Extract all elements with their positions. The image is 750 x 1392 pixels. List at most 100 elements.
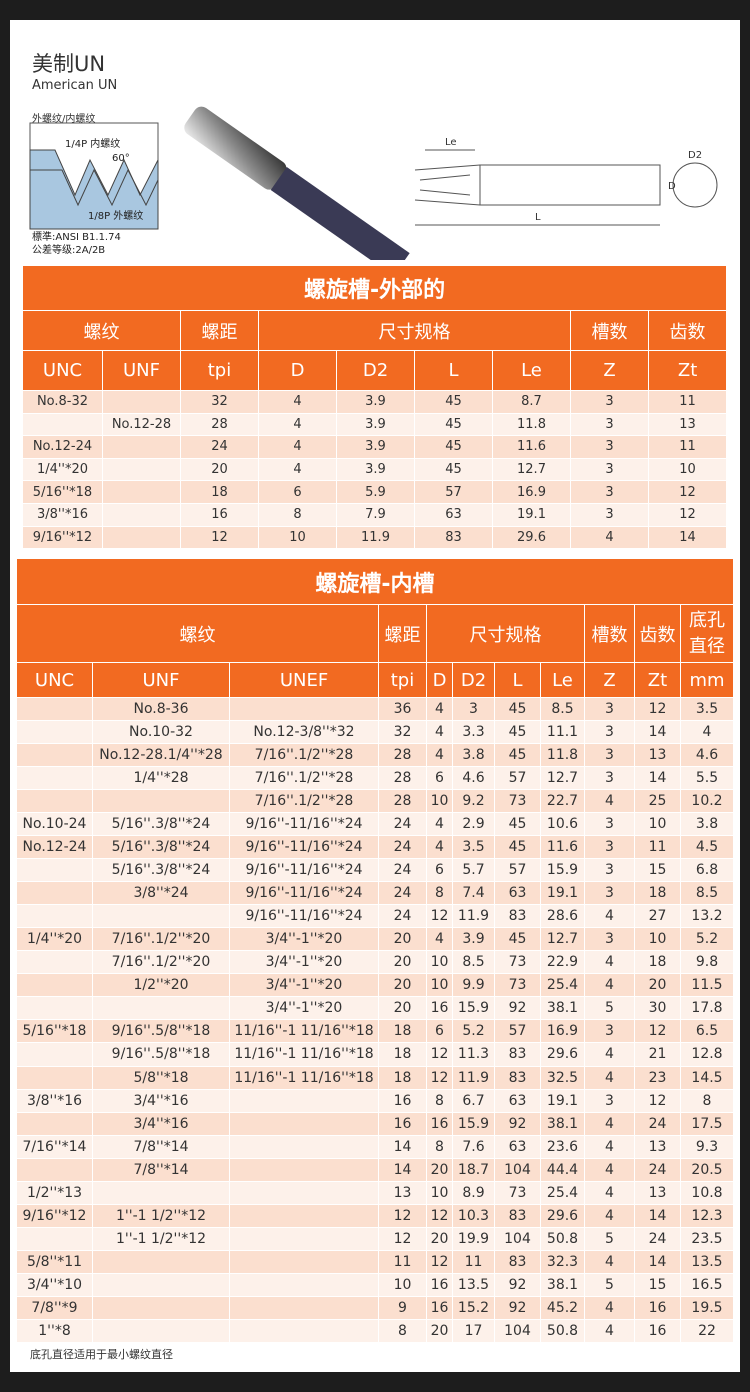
cell: 4 (570, 525, 649, 550)
cell: 14 (647, 525, 728, 550)
cell: 44.4 (540, 1157, 585, 1182)
column-header: D2 (336, 350, 415, 391)
cell: 13 (634, 1180, 681, 1205)
cell: 5 (584, 1272, 635, 1297)
cell: 29.6 (492, 525, 571, 550)
column-header: L (414, 350, 493, 391)
cell (22, 412, 103, 437)
cell: 20 (426, 1318, 453, 1343)
cell (102, 525, 181, 550)
data-row: 5/16''*18 18 6 5.9 57 16.9 3 12 (22, 480, 728, 504)
cell (92, 1295, 230, 1320)
cell: 14 (378, 1157, 427, 1182)
data-row: 3/8''*16 3/4''*16 16 8 6.7 63 19.1 3 12 8 (16, 1088, 734, 1113)
cell (92, 1318, 230, 1343)
cell: 29.6 (540, 1203, 585, 1228)
diagram-label: 1/4P 内螺纹 (65, 137, 120, 150)
cell: 7/16''.1/2''*28 (229, 766, 379, 791)
cell: 4 (584, 789, 635, 814)
cell: 92 (494, 1272, 541, 1297)
cell: 23.5 (680, 1226, 734, 1251)
cell: 18 (378, 1019, 427, 1044)
column-header: Zt (634, 662, 681, 698)
cell: 18 (180, 480, 259, 504)
group-header: 尺寸规格 (426, 604, 585, 663)
data-row: No.12-24 5/16''.3/8''*24 9/16''-11/16''*24… (16, 835, 734, 860)
cell: 104 (494, 1157, 541, 1182)
cell: 24 (378, 835, 427, 860)
cell: 22.7 (540, 789, 585, 814)
cell: 4 (584, 1203, 635, 1228)
cell: 5/16''*18 (22, 480, 103, 504)
cell: 9/16''*12 (16, 1203, 93, 1228)
cell: 104 (494, 1318, 541, 1343)
cell: 10 (647, 457, 728, 482)
title: 美制UN (32, 52, 106, 76)
cell: 12 (426, 1042, 453, 1067)
data-row: 5/8''*18 11/16''-1 11/16''*18 18 12 11.9 83 32… (16, 1065, 734, 1090)
cell: No.12-28.1/4''*28 (92, 743, 230, 768)
cell: 9/16''*12 (22, 525, 103, 550)
cell: 24 (634, 1157, 681, 1182)
cell: 5/8''*11 (16, 1249, 93, 1274)
cell: 50.8 (540, 1318, 585, 1343)
cell: 11.9 (452, 1065, 495, 1090)
column-header: UNC (16, 662, 93, 698)
cell: 15.9 (452, 1111, 495, 1136)
cell: 1''-1 1/2''*12 (92, 1226, 230, 1251)
cell: 73 (494, 1180, 541, 1205)
cell: 13.5 (680, 1249, 734, 1274)
cell: 11 (452, 1249, 495, 1274)
cell: 28.6 (540, 904, 585, 929)
cell: 3/4''-1''*20 (229, 973, 379, 998)
cell: 16 (426, 1111, 453, 1136)
cell: 4.6 (452, 766, 495, 791)
data-row: 9/16''.5/8''*18 11/16''-1 11/16''*18 18 12 1… (16, 1042, 734, 1067)
cell: 92 (494, 1295, 541, 1320)
group-header: 底孔直径 (680, 604, 734, 663)
column-header-row: UNC UNF UNEF tpi D D2 L Le Z Zt mm (16, 662, 734, 698)
cell: 6 (426, 858, 453, 883)
group-header: 螺距 (180, 310, 259, 351)
cell: 3 (570, 390, 649, 414)
cell: 50.8 (540, 1226, 585, 1251)
cell (92, 1272, 230, 1297)
cell: 3.9 (336, 412, 415, 437)
cell: 16 (634, 1318, 681, 1343)
cell: 4 (426, 835, 453, 860)
cell: 5.5 (680, 766, 734, 791)
cell: 14 (634, 1249, 681, 1274)
drawing-label: L (535, 212, 541, 223)
cell (16, 996, 93, 1021)
cell: 16 (634, 1295, 681, 1320)
column-header: D (426, 662, 453, 698)
cell: 8.5 (680, 881, 734, 906)
cell: 5/16''*18 (16, 1019, 93, 1044)
column-header: L (494, 662, 541, 698)
cell: 16.9 (492, 480, 571, 504)
cell: 4 (258, 457, 337, 482)
cell (229, 1180, 379, 1205)
group-header: 槽数 (570, 310, 649, 351)
cell: 12 (647, 480, 728, 504)
data-row: 1/2''*20 3/4''-1''*20 20 10 9.9 73 25.4 4 20 11.5 (16, 973, 734, 998)
cell: 57 (414, 480, 493, 504)
column-header: UNF (92, 662, 230, 698)
cell: 7/8''*9 (16, 1295, 93, 1320)
cell (102, 457, 181, 482)
data-row: No.12-24 24 4 3.9 45 11.6 3 11 (22, 435, 728, 459)
cell: 4 (258, 390, 337, 414)
cell (16, 743, 93, 768)
cell: 5.9 (336, 480, 415, 504)
cell: 1/2''*20 (92, 973, 230, 998)
cell: 28 (378, 766, 427, 791)
cell: No.10-24 (16, 812, 93, 837)
cell: 16 (378, 1088, 427, 1113)
cell: 5.2 (452, 1019, 495, 1044)
cell: 5/16''.3/8''*24 (92, 858, 230, 883)
cell: 28 (180, 412, 259, 437)
column-header: UNEF (229, 662, 379, 698)
cell: 92 (494, 1111, 541, 1136)
cell: 6.7 (452, 1088, 495, 1113)
cell (229, 1134, 379, 1159)
